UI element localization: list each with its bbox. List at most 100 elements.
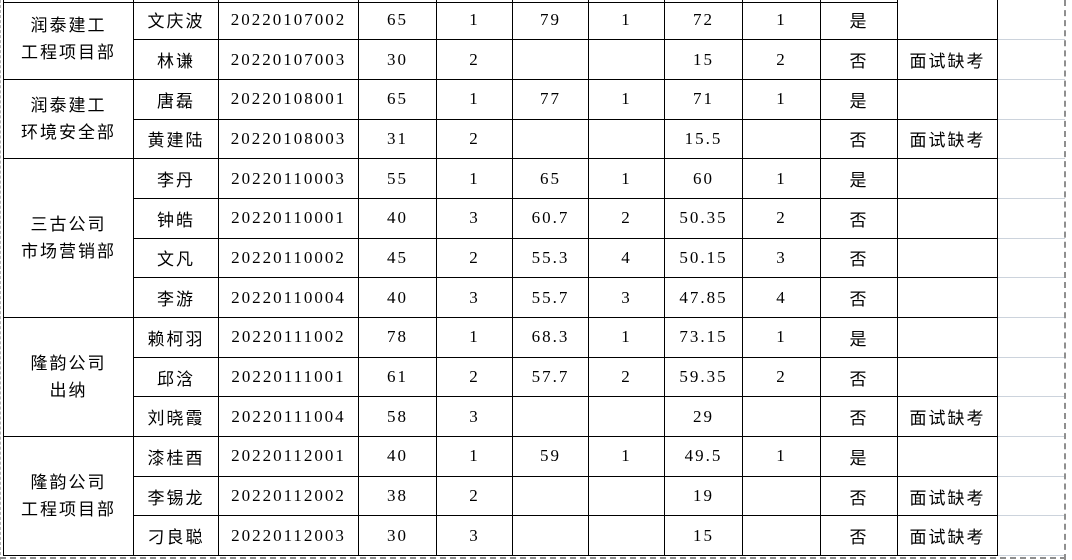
- interview-score-cell[interactable]: 68.3: [512, 317, 589, 358]
- total-score-cell[interactable]: 50.15: [664, 237, 743, 279]
- written-rank-cell[interactable]: 1: [436, 436, 513, 477]
- hired-cell[interactable]: 否: [820, 277, 898, 318]
- empty-cell[interactable]: [997, 317, 1065, 358]
- hired-cell[interactable]: 否: [820, 39, 898, 80]
- empty-cell[interactable]: [997, 357, 1065, 398]
- dept-cell[interactable]: 隆韵公司 工程项目部: [3, 436, 134, 557]
- interview-rank-cell[interactable]: 4: [588, 237, 665, 279]
- candidate-id-cell[interactable]: 20220110002: [218, 237, 359, 279]
- hired-cell[interactable]: 否: [820, 197, 898, 239]
- written-score-cell[interactable]: 78: [358, 317, 437, 358]
- interview-score-cell[interactable]: 60.7: [512, 197, 589, 239]
- interview-score-cell[interactable]: 79: [512, 0, 589, 41]
- interview-score-cell[interactable]: 55.3: [512, 237, 589, 279]
- interview-rank-cell[interactable]: [588, 515, 665, 557]
- candidate-id-cell[interactable]: 20220112001: [218, 436, 359, 477]
- empty-cell[interactable]: [997, 436, 1065, 477]
- remark-cell[interactable]: [897, 436, 998, 477]
- written-rank-cell[interactable]: 2: [436, 475, 513, 517]
- total-rank-cell[interactable]: [742, 396, 821, 438]
- remark-cell[interactable]: 面试缺考: [897, 39, 998, 80]
- empty-cell[interactable]: [997, 198, 1065, 239]
- total-rank-cell[interactable]: [742, 118, 821, 160]
- written-rank-cell[interactable]: 2: [436, 356, 513, 398]
- candidate-id-cell[interactable]: 20220110003: [218, 158, 359, 199]
- candidate-id-cell[interactable]: 20220112003: [218, 515, 359, 557]
- total-rank-cell[interactable]: 1: [742, 78, 821, 120]
- written-score-cell[interactable]: 31: [358, 118, 437, 160]
- hired-cell[interactable]: 是: [820, 0, 898, 41]
- name-cell[interactable]: 钟皓: [133, 197, 219, 239]
- name-cell[interactable]: 赖柯羽: [133, 317, 219, 358]
- remark-cell[interactable]: 面试缺考: [897, 475, 998, 517]
- written-rank-cell[interactable]: 1: [436, 0, 513, 41]
- interview-rank-cell[interactable]: [588, 475, 665, 517]
- hired-cell[interactable]: 否: [820, 515, 898, 557]
- dept-cell[interactable]: 三古公司 市场营销部: [3, 158, 134, 318]
- interview-score-cell[interactable]: [512, 118, 589, 160]
- candidate-id-cell[interactable]: 20220107003: [218, 39, 359, 80]
- interview-rank-cell[interactable]: [588, 396, 665, 438]
- hired-cell[interactable]: 否: [820, 118, 898, 160]
- empty-cell[interactable]: [997, 0, 1065, 41]
- written-score-cell[interactable]: 58: [358, 396, 437, 438]
- name-cell[interactable]: 李锡龙: [133, 475, 219, 517]
- interview-rank-cell[interactable]: 2: [588, 356, 665, 398]
- empty-cell[interactable]: [997, 119, 1065, 160]
- interview-rank-cell[interactable]: 1: [588, 317, 665, 358]
- written-rank-cell[interactable]: 3: [436, 277, 513, 318]
- total-score-cell[interactable]: 49.5: [664, 436, 743, 477]
- interview-rank-cell[interactable]: 1: [588, 158, 665, 199]
- remark-cell[interactable]: [897, 317, 998, 358]
- interview-score-cell[interactable]: 59: [512, 436, 589, 477]
- interview-score-cell[interactable]: [512, 475, 589, 517]
- written-rank-cell[interactable]: 1: [436, 158, 513, 199]
- total-rank-cell[interactable]: 1: [742, 436, 821, 477]
- name-cell[interactable]: 文庆波: [133, 0, 219, 41]
- hired-cell[interactable]: 是: [820, 158, 898, 199]
- written-rank-cell[interactable]: 2: [436, 118, 513, 160]
- interview-score-cell[interactable]: [512, 515, 589, 557]
- candidate-id-cell[interactable]: 20220111001: [218, 356, 359, 398]
- written-rank-cell[interactable]: 3: [436, 197, 513, 239]
- interview-rank-cell[interactable]: [588, 39, 665, 80]
- name-cell[interactable]: 文凡: [133, 237, 219, 279]
- empty-cell[interactable]: [997, 396, 1065, 438]
- written-rank-cell[interactable]: 2: [436, 237, 513, 279]
- name-cell[interactable]: 邱浛: [133, 356, 219, 398]
- interview-score-cell[interactable]: 55.7: [512, 277, 589, 318]
- total-rank-cell[interactable]: 1: [742, 317, 821, 358]
- empty-cell[interactable]: [997, 158, 1065, 199]
- hired-cell[interactable]: 否: [820, 356, 898, 398]
- remark-cell[interactable]: [897, 277, 998, 318]
- written-rank-cell[interactable]: 3: [436, 515, 513, 557]
- total-rank-cell[interactable]: 2: [742, 356, 821, 398]
- interview-rank-cell[interactable]: 1: [588, 0, 665, 41]
- interview-rank-cell[interactable]: 1: [588, 436, 665, 477]
- dept-cell[interactable]: 润泰建工 环境安全部: [3, 78, 134, 160]
- total-score-cell[interactable]: 29: [664, 396, 743, 438]
- written-score-cell[interactable]: 40: [358, 436, 437, 477]
- remark-cell[interactable]: [897, 158, 998, 199]
- name-cell[interactable]: 刘晓霞: [133, 396, 219, 438]
- total-rank-cell[interactable]: 3: [742, 237, 821, 279]
- total-score-cell[interactable]: 15.5: [664, 118, 743, 160]
- interview-rank-cell[interactable]: [588, 118, 665, 160]
- candidate-id-cell[interactable]: 20220108001: [218, 78, 359, 120]
- written-score-cell[interactable]: 40: [358, 197, 437, 239]
- written-score-cell[interactable]: 45: [358, 237, 437, 279]
- empty-cell[interactable]: [997, 79, 1065, 120]
- interview-score-cell[interactable]: 65: [512, 158, 589, 199]
- interview-score-cell[interactable]: 77: [512, 78, 589, 120]
- name-cell[interactable]: 刁良聪: [133, 515, 219, 557]
- remark-cell[interactable]: [897, 0, 998, 41]
- interview-rank-cell[interactable]: 1: [588, 78, 665, 120]
- dept-cell[interactable]: 隆韵公司 出纳: [3, 316, 134, 438]
- total-rank-cell[interactable]: 2: [742, 39, 821, 80]
- remark-cell[interactable]: [897, 197, 998, 239]
- total-score-cell[interactable]: 59.35: [664, 356, 743, 398]
- hired-cell[interactable]: 是: [820, 317, 898, 358]
- total-score-cell[interactable]: 50.35: [664, 197, 743, 239]
- name-cell[interactable]: 唐磊: [133, 78, 219, 120]
- name-cell[interactable]: 李丹: [133, 158, 219, 199]
